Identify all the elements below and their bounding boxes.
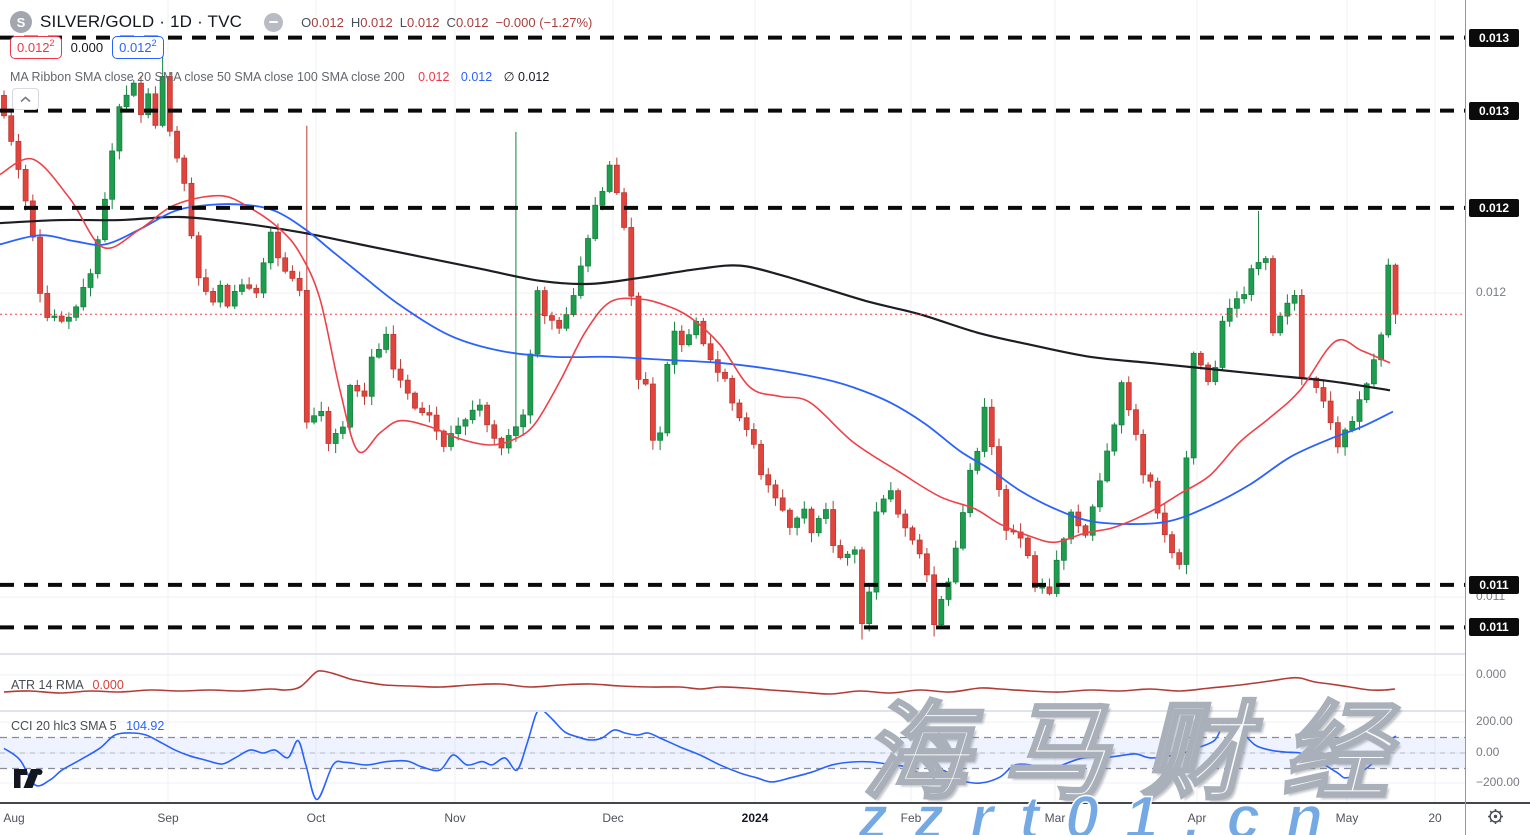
symbol-logo[interactable]: S bbox=[10, 11, 32, 33]
ma-ribbon-value-sma200: ∅ 0.012 bbox=[503, 70, 550, 84]
tradingview-logo-icon[interactable] bbox=[14, 769, 46, 793]
price-axis[interactable]: 0.012 0.011 0.000 200.00 0.00 −200.00 0.013 0.0… bbox=[1466, 0, 1530, 835]
time-axis-label-nov: Nov bbox=[444, 811, 466, 825]
level-price-badge: 0.013 bbox=[1469, 28, 1519, 47]
atr-pane-label-row: ATR 14 RMA 0.000 bbox=[11, 678, 124, 692]
low-value: 0.012 bbox=[407, 14, 440, 30]
ohlc-values: O0.012 H0.012 L0.012 C0.012 −0.000 (−1.27%) bbox=[301, 15, 599, 30]
atr-tick-label: 0.000 bbox=[1476, 667, 1507, 681]
cci-label[interactable]: CCI 20 hlc3 SMA 5 bbox=[11, 719, 117, 733]
chart-canvas[interactable] bbox=[0, 0, 1465, 835]
chevron-up-icon bbox=[20, 95, 31, 102]
cci-tick-label: −200.00 bbox=[1476, 775, 1520, 789]
time-axis-label-mar: Mar bbox=[1044, 811, 1066, 825]
time-axis-label-aug: Aug bbox=[3, 811, 25, 825]
time-axis-label-feb: Feb bbox=[900, 811, 922, 825]
time-axis-label-20: 20 bbox=[1428, 811, 1442, 825]
open-label: O bbox=[301, 14, 312, 30]
level-price-badge: 0.013 bbox=[1469, 101, 1519, 120]
level-price-badge: 0.011 bbox=[1469, 618, 1519, 637]
time-axis-label-may: May bbox=[1335, 811, 1359, 825]
ma-ribbon-value-sma20: 0.012 bbox=[418, 70, 450, 84]
close-value: 0.012 bbox=[455, 14, 489, 30]
high-value: 0.012 bbox=[360, 14, 393, 30]
level-price-badge: 0.011 bbox=[1469, 575, 1519, 594]
high-label: H bbox=[350, 14, 361, 30]
pane-separator-atr-cci[interactable] bbox=[0, 710, 1530, 712]
blue-price-box[interactable]: 0.012 2 bbox=[112, 36, 164, 59]
collapse-indicators-button[interactable] bbox=[12, 88, 39, 110]
red-price-box[interactable]: 0.012 2 bbox=[10, 36, 62, 59]
symbol-title[interactable]: SILVER/GOLD · 1D · TVC bbox=[40, 12, 243, 31]
time-axis-label-dec: Dec bbox=[602, 811, 624, 825]
time-axis-border bbox=[0, 802, 1530, 804]
mid-price-value: 0.000 bbox=[70, 40, 104, 55]
atr-label[interactable]: ATR 14 RMA bbox=[11, 678, 84, 692]
price-tick-label: 0.012 bbox=[1476, 285, 1507, 299]
level-price-badge: 0.012 bbox=[1469, 198, 1519, 217]
price-quick-boxes: 0.012 2 0.000 0.012 2 bbox=[10, 36, 164, 59]
time-axis-label-oct: Oct bbox=[306, 811, 326, 825]
close-label: C bbox=[446, 14, 456, 30]
cci-tick-label: 0.00 bbox=[1476, 745, 1500, 759]
hide-indicator-icon[interactable] bbox=[264, 12, 284, 32]
low-label: L bbox=[399, 14, 407, 30]
price-axis-border bbox=[1465, 0, 1466, 835]
cci-tick-label: 200.00 bbox=[1476, 714, 1513, 728]
time-axis[interactable]: Aug Sep Oct Nov Dec 2024 Feb Mar Apr May 20 bbox=[0, 804, 1465, 835]
pane-separator-price-atr[interactable] bbox=[0, 653, 1530, 655]
time-axis-label-2024: 2024 bbox=[741, 811, 769, 825]
ma-ribbon-value-sma50: 0.012 bbox=[460, 70, 493, 84]
ma-ribbon-label: MA Ribbon SMA close 20 SMA close 50 SMA … bbox=[10, 70, 405, 84]
time-axis-label-apr: Apr bbox=[1187, 811, 1207, 825]
symbol-title-row: S SILVER/GOLD · 1D · TVC O0.012 H0.012 L0.… bbox=[10, 10, 599, 34]
atr-value: 0.000 bbox=[92, 678, 124, 692]
cci-pane-label-row: CCI 20 hlc3 SMA 5 104.92 bbox=[11, 719, 164, 733]
cci-value: 104.92 bbox=[126, 719, 165, 733]
time-axis-label-sep: Sep bbox=[157, 811, 179, 825]
axis-settings-gear-icon[interactable] bbox=[1487, 808, 1504, 830]
change-value: −0.000 (−1.27%) bbox=[495, 14, 593, 30]
open-value: 0.012 bbox=[311, 14, 344, 30]
ma-ribbon-row: MA Ribbon SMA close 20 SMA close 50 SMA … bbox=[10, 69, 549, 84]
